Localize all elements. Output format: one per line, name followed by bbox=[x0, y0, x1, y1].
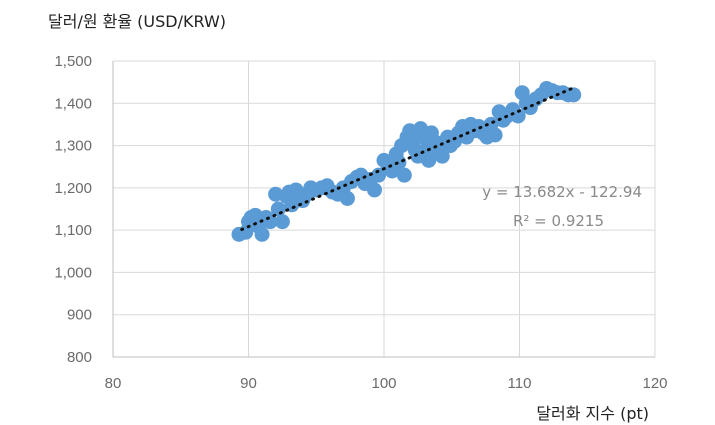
y-tick-label: 900 bbox=[67, 307, 92, 324]
y-tick-label: 1,100 bbox=[54, 222, 92, 239]
x-axis-title: 달러화 지수 (pt) bbox=[536, 404, 649, 423]
x-tick-label: 90 bbox=[240, 375, 257, 392]
data-point bbox=[391, 154, 407, 170]
data-point bbox=[254, 226, 270, 242]
data-point bbox=[339, 190, 355, 206]
y-tick-label: 1,000 bbox=[54, 264, 92, 281]
data-point bbox=[396, 167, 412, 183]
x-tick-label: 80 bbox=[105, 375, 122, 392]
data-point bbox=[487, 127, 503, 143]
y-tick-label: 1,500 bbox=[54, 53, 92, 70]
r-squared-label: R² = 0.9215 bbox=[513, 212, 604, 230]
trendline bbox=[240, 86, 576, 231]
data-point bbox=[566, 87, 582, 103]
x-tick-label: 120 bbox=[642, 375, 667, 392]
data-point bbox=[434, 148, 450, 164]
y-tick-label: 800 bbox=[67, 349, 92, 366]
y-tick-label: 1,300 bbox=[54, 138, 92, 155]
y-tick-label: 1,200 bbox=[54, 180, 92, 197]
trendline-equation: y = 13.682x - 122.94 bbox=[482, 183, 642, 201]
x-tick-label: 100 bbox=[371, 375, 396, 392]
y-tick-label: 1,400 bbox=[54, 95, 92, 112]
data-point bbox=[367, 182, 383, 198]
y-axis-title: 달러/원 환율 (USD/KRW) bbox=[48, 12, 227, 31]
data-point bbox=[510, 108, 526, 124]
x-tick-label: 110 bbox=[508, 375, 532, 392]
data-point bbox=[421, 152, 437, 168]
data-point bbox=[274, 214, 290, 230]
data-point bbox=[270, 201, 286, 217]
